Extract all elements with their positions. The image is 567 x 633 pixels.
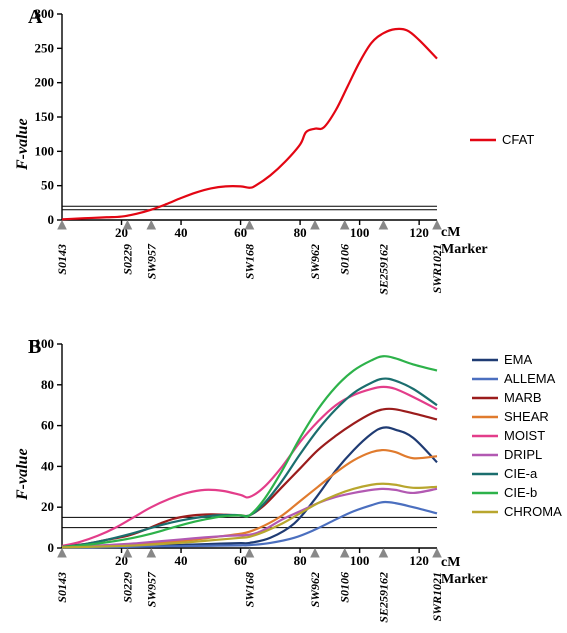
svg-text:S0229: S0229 xyxy=(120,244,134,275)
svg-text:0: 0 xyxy=(48,540,55,555)
svg-text:100: 100 xyxy=(350,225,370,240)
panel-b-xlabel-marker: Marker xyxy=(441,572,488,588)
svg-text:60: 60 xyxy=(234,553,247,568)
svg-text:60: 60 xyxy=(41,418,54,433)
svg-text:SE259162: SE259162 xyxy=(376,572,390,623)
svg-text:MOIST: MOIST xyxy=(504,428,545,443)
panel-b: B F-value 02040608010020406080100120S014… xyxy=(0,330,567,628)
svg-text:20: 20 xyxy=(41,499,54,514)
svg-text:120: 120 xyxy=(409,225,429,240)
svg-text:SW957: SW957 xyxy=(144,571,158,607)
svg-text:250: 250 xyxy=(35,40,55,55)
svg-text:MARB: MARB xyxy=(504,390,542,405)
svg-text:SE259162: SE259162 xyxy=(376,244,390,295)
panel-a-xlabel-cm: cM xyxy=(441,225,460,241)
svg-text:SHEAR: SHEAR xyxy=(504,409,549,424)
svg-text:80: 80 xyxy=(294,225,307,240)
svg-text:200: 200 xyxy=(35,75,55,90)
panel-a: A F-value 050100150200250300204060801001… xyxy=(0,0,567,300)
svg-text:60: 60 xyxy=(234,225,247,240)
svg-text:DRIPL: DRIPL xyxy=(504,447,542,462)
svg-text:40: 40 xyxy=(41,458,54,473)
svg-text:S0106: S0106 xyxy=(338,244,352,275)
svg-text:80: 80 xyxy=(41,377,54,392)
svg-text:100: 100 xyxy=(35,143,55,158)
svg-text:S0106: S0106 xyxy=(338,572,352,603)
panel-b-ylabel: F-value xyxy=(14,448,32,500)
svg-text:0: 0 xyxy=(48,212,55,227)
svg-text:SW168: SW168 xyxy=(243,572,257,607)
svg-text:40: 40 xyxy=(175,553,188,568)
svg-text:ALLEMA: ALLEMA xyxy=(504,371,556,386)
svg-text:SW168: SW168 xyxy=(243,244,257,279)
svg-text:SW957: SW957 xyxy=(144,243,158,279)
svg-text:150: 150 xyxy=(35,109,55,124)
svg-text:100: 100 xyxy=(350,553,370,568)
svg-text:40: 40 xyxy=(175,225,188,240)
svg-text:CFAT: CFAT xyxy=(502,132,534,147)
svg-text:CHROMA: CHROMA xyxy=(504,504,562,519)
panel-a-ylabel: F-value xyxy=(14,118,32,170)
svg-text:S0229: S0229 xyxy=(120,572,134,603)
panel-b-xlabel-cm: cM xyxy=(441,555,460,571)
svg-text:80: 80 xyxy=(294,553,307,568)
svg-text:CIE-a: CIE-a xyxy=(504,466,538,481)
svg-text:CIE-b: CIE-b xyxy=(504,485,537,500)
panel-a-letter: A xyxy=(28,6,42,29)
figure-container: A F-value 050100150200250300204060801001… xyxy=(0,0,567,628)
svg-text:EMA: EMA xyxy=(504,352,533,367)
svg-text:50: 50 xyxy=(41,178,54,193)
panel-b-letter: B xyxy=(28,336,41,359)
panel-a-xlabel-marker: Marker xyxy=(441,242,488,258)
svg-text:S0143: S0143 xyxy=(55,244,69,275)
svg-text:S0143: S0143 xyxy=(55,572,69,603)
svg-text:SW962: SW962 xyxy=(308,244,322,279)
svg-text:SW962: SW962 xyxy=(308,572,322,607)
svg-text:120: 120 xyxy=(409,553,429,568)
